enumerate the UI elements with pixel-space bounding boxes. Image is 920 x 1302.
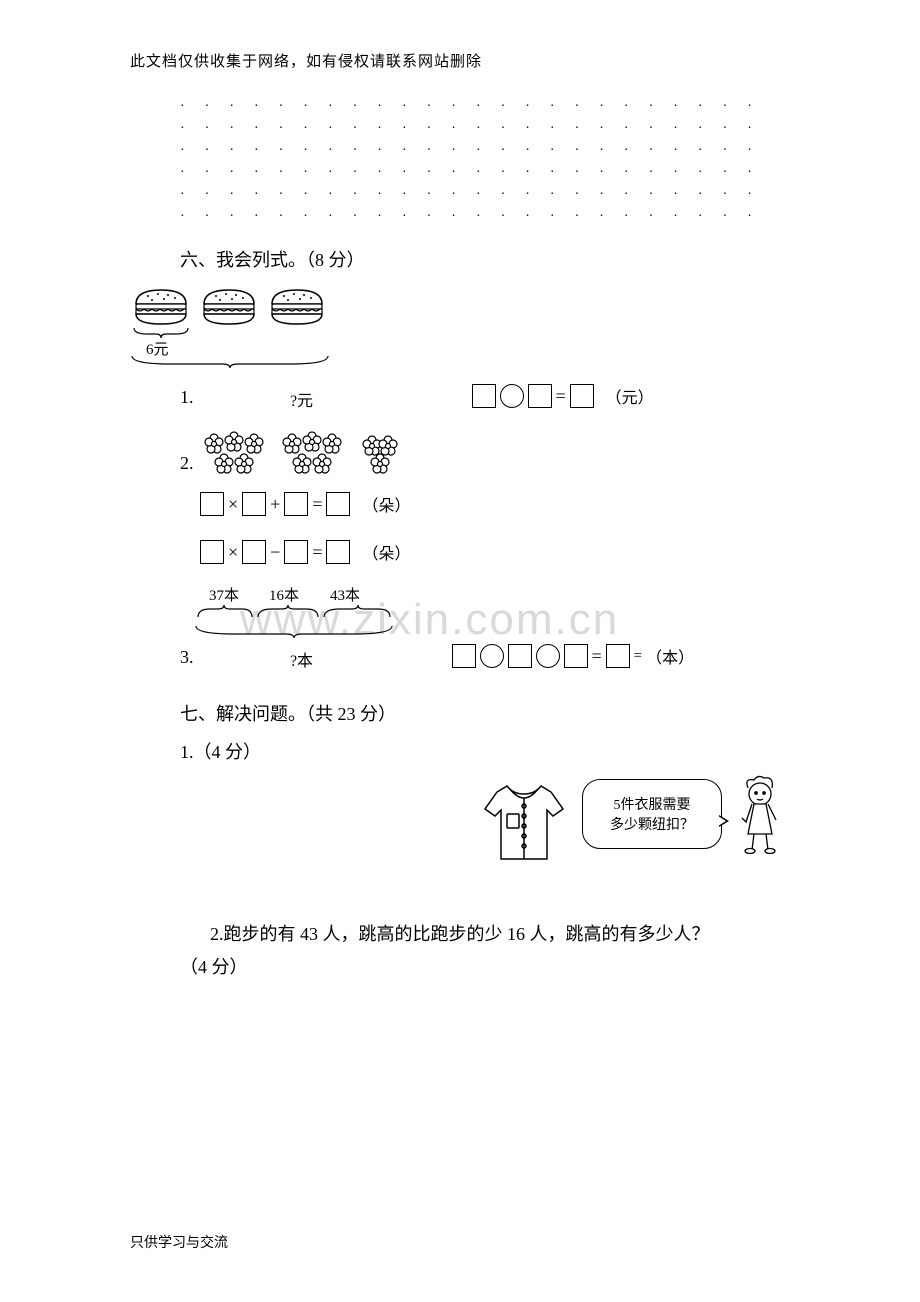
- burger-icon: [198, 284, 260, 328]
- blank-box: [606, 644, 630, 668]
- shirt-icon: [477, 774, 572, 869]
- q2-equation-a: × + = （朵）: [130, 492, 810, 516]
- q7-2-text: 2.跑步的有 43 人，跳高的比跑步的少 16 人，跳高的有多少人？: [130, 919, 810, 949]
- speech-bubble: 5件衣服需要 多少颗纽扣？: [582, 779, 722, 849]
- dot-row: ························: [130, 140, 810, 162]
- unit-duo: （朵）: [362, 540, 410, 564]
- section-6-title: 六、我会列式。（8 分）: [130, 246, 810, 272]
- q7-1-number: 1.（4 分）: [130, 738, 810, 764]
- blank-box: [508, 644, 532, 668]
- section-7-title: 七、解决问题。（共 23 分）: [130, 700, 810, 726]
- unit-duo: （朵）: [362, 492, 410, 516]
- blank-circle: [536, 644, 560, 668]
- brace-small: [132, 326, 190, 338]
- seg3-label: 43本: [314, 584, 376, 605]
- q2-number: 2.: [180, 453, 194, 474]
- blank-box: [452, 644, 476, 668]
- q1-number: 1.: [180, 387, 194, 408]
- blank-box: [242, 492, 266, 516]
- q1-total-label: ?元: [202, 387, 402, 411]
- brace-large: [130, 354, 330, 368]
- flower-row: [202, 430, 402, 478]
- bubble-line2: 多少颗纽扣？: [610, 814, 694, 834]
- blank-box: [284, 492, 308, 516]
- header-disclaimer: 此文档仅供收集于网络，如有侵权请联系网站删除: [130, 50, 810, 71]
- dot-row: ························: [130, 206, 810, 228]
- blank-circle: [500, 384, 524, 408]
- flower-group-icon: [280, 430, 344, 478]
- blank-circle: [480, 644, 504, 668]
- blank-box: [326, 492, 350, 516]
- q1-equation: = （元）: [472, 384, 654, 408]
- blank-box: [284, 540, 308, 564]
- burger-icon: [130, 284, 192, 328]
- brace-bottom: [194, 624, 394, 638]
- footer-note: 只供学习与交流: [130, 1232, 228, 1252]
- q2-equation-b: × − = （朵）: [130, 540, 810, 564]
- blank-box: [528, 384, 552, 408]
- unit-yuan: （元）: [606, 384, 654, 408]
- blank-box: [570, 384, 594, 408]
- books-diagram: 37本 16本 43本: [194, 584, 404, 644]
- seg2-label: 16本: [254, 584, 314, 605]
- blank-box: [326, 540, 350, 564]
- unit-ben: （本）: [646, 644, 694, 668]
- q7-2-points: （4 分）: [130, 953, 810, 979]
- flower-small-icon: [358, 432, 402, 476]
- blank-box: [242, 540, 266, 564]
- dot-row: ························: [130, 118, 810, 140]
- dot-row: ························: [130, 184, 810, 206]
- dot-row: ························: [130, 96, 810, 118]
- dot-grid: ········································…: [130, 96, 810, 228]
- blank-box: [472, 384, 496, 408]
- brace-top-row: [194, 605, 394, 619]
- burger-icon: [266, 284, 328, 328]
- blank-box: [200, 540, 224, 564]
- flower-group-icon: [202, 430, 266, 478]
- seg1-label: 37本: [194, 584, 254, 605]
- dot-row: ························: [130, 162, 810, 184]
- q3-total-label: ?本: [202, 647, 402, 671]
- burger-row: [130, 284, 328, 328]
- q3-equation: = = （本）: [452, 644, 695, 668]
- girl-icon: [730, 774, 790, 854]
- q7-1-illustration: 5件衣服需要 多少颗纽扣？: [130, 774, 810, 869]
- bubble-line1: 5件衣服需要: [614, 794, 691, 814]
- q3-number: 3.: [180, 647, 194, 668]
- blank-box: [200, 492, 224, 516]
- blank-box: [564, 644, 588, 668]
